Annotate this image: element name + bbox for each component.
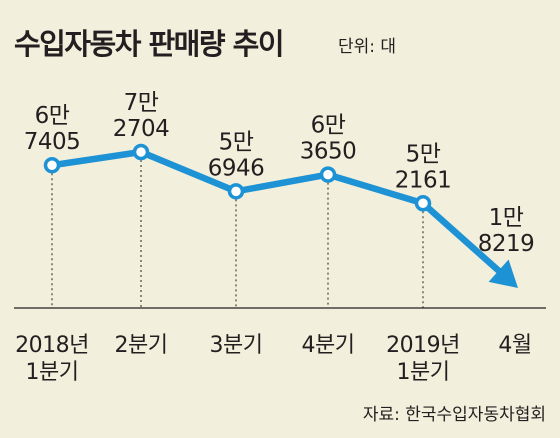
series-path [48, 148, 505, 277]
data-label-2: 7만 2704 [113, 90, 170, 142]
data-label-line: 1만 [489, 205, 524, 231]
data-label-line: 6만 [311, 113, 346, 139]
source-note: 자료: 한국수입자동차협회 [363, 405, 546, 425]
x-tick-label-line: 2018년 [15, 333, 89, 358]
data-label-line: 5만 [219, 129, 254, 155]
data-label-4: 6만 3650 [300, 113, 357, 165]
data-label-line: 7405 [24, 129, 81, 155]
series-line [43, 143, 518, 288]
x-tick-label-line: 1분기 [397, 360, 450, 385]
data-label-line: 6946 [208, 155, 265, 181]
data-label-line: 3650 [300, 139, 357, 165]
x-tick-label-2: 2분기 [115, 333, 168, 358]
x-tick-label-1: 2018년 1분기 [15, 333, 89, 385]
x-tick-label-line: 3분기 [210, 333, 263, 358]
unit-label: 단위: 대 [338, 37, 396, 57]
data-label-5: 5만 2161 [395, 141, 452, 193]
data-label-line: 2161 [395, 167, 452, 193]
chart-title: 수입자동차 판매량 추이 [14, 27, 283, 61]
data-point-5 [414, 195, 432, 212]
x-tick-label-3: 3분기 [210, 333, 263, 358]
data-point-3 [227, 183, 245, 200]
x-tick-label-4: 4분기 [302, 333, 355, 358]
data-label-1: 6만 7405 [24, 103, 81, 155]
arrow-head [488, 259, 518, 288]
x-tick-label-line: 2019년 [386, 333, 460, 358]
x-tick-label-line: 1분기 [26, 360, 79, 385]
x-tick-label-line: 4분기 [302, 333, 355, 358]
data-label-line: 6만 [35, 103, 70, 129]
data-label-line: 2704 [113, 116, 170, 142]
x-tick-label-line: 2분기 [115, 333, 168, 358]
data-label-line: 5만 [406, 141, 441, 167]
data-point-4 [319, 166, 337, 183]
data-label-3: 5만 6946 [208, 129, 265, 181]
data-label-line: 7만 [124, 90, 159, 116]
data-label-6: 1만 8219 [478, 205, 535, 257]
x-tick-label-5: 2019년 1분기 [386, 333, 460, 385]
data-point-2 [132, 143, 150, 161]
x-tick-label-line: 4월 [498, 333, 531, 358]
x-tick-label-6: 4월 [498, 333, 531, 358]
dashed-guides [51, 160, 424, 308]
data-label-line: 8219 [478, 231, 535, 257]
data-point-1 [43, 156, 61, 174]
